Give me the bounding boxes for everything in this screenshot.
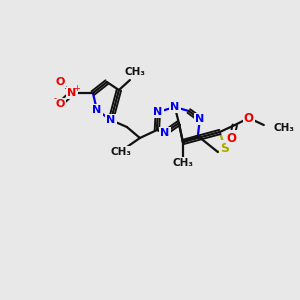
Text: CH₃: CH₃	[172, 158, 194, 168]
Text: N: N	[92, 105, 102, 115]
Text: N: N	[106, 115, 116, 125]
Text: S: S	[220, 142, 229, 154]
Text: O: O	[227, 131, 237, 145]
Text: N: N	[160, 128, 170, 138]
Text: CH₃: CH₃	[274, 123, 295, 133]
Text: -: -	[53, 94, 56, 103]
Text: N: N	[170, 102, 179, 112]
Text: O: O	[55, 77, 64, 87]
Text: CH₃: CH₃	[124, 67, 146, 77]
Text: N: N	[67, 88, 76, 98]
Text: CH₃: CH₃	[110, 147, 131, 157]
Text: O: O	[55, 99, 64, 109]
Text: N: N	[153, 107, 163, 117]
Text: +: +	[74, 83, 80, 92]
Text: O: O	[244, 112, 254, 124]
Text: N: N	[195, 114, 205, 124]
